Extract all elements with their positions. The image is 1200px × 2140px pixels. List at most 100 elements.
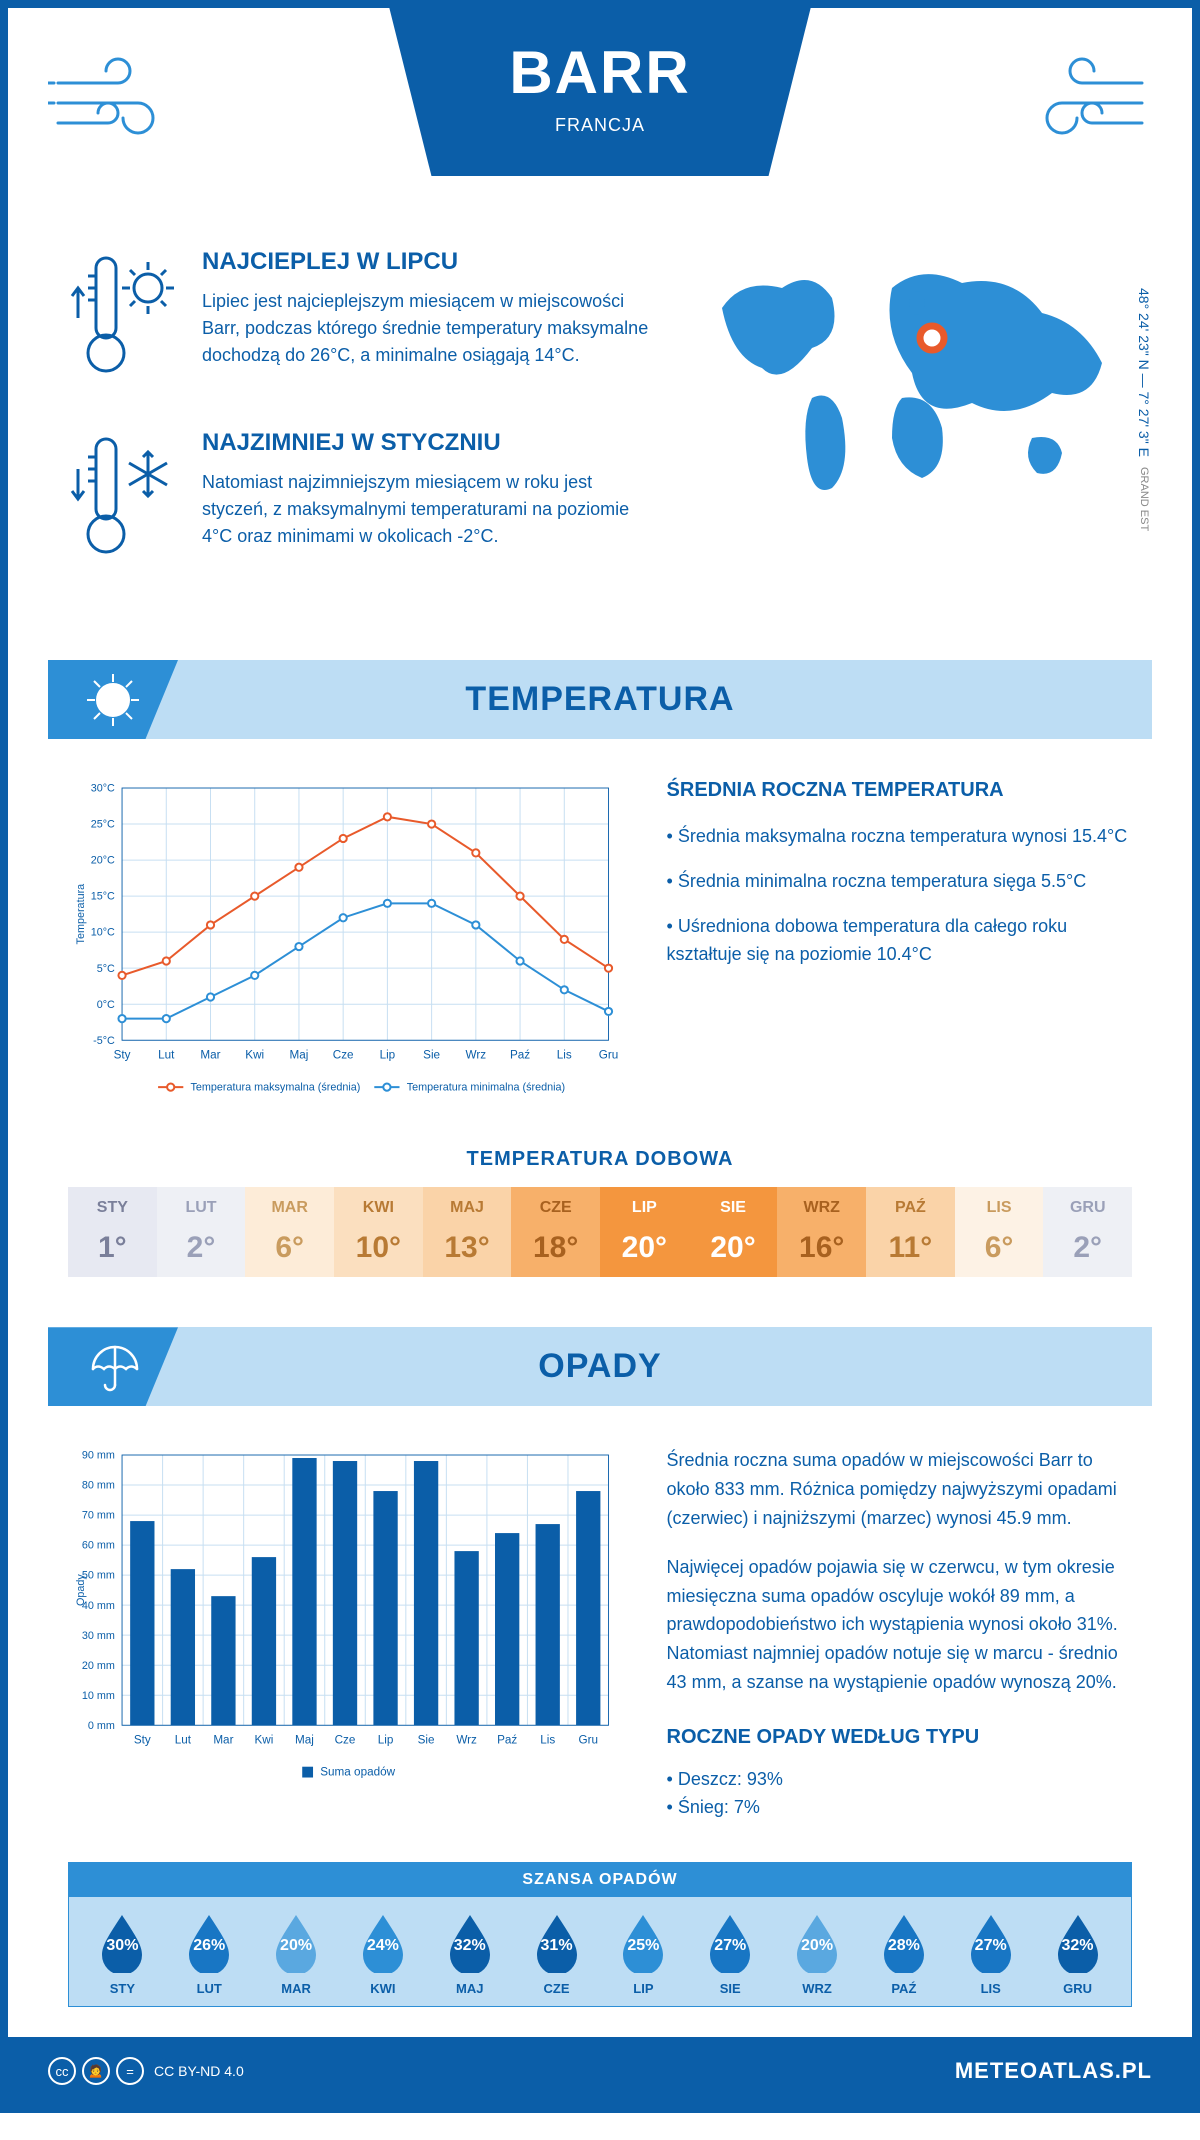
header-banner: BARR FRANCJA — [389, 8, 810, 176]
daily-temp-cell: STY1° — [68, 1187, 157, 1277]
daily-temp-cell: PAŹ 11° — [866, 1187, 955, 1277]
chance-cell: 31% CZE — [513, 1913, 600, 1996]
svg-text:Mar: Mar — [200, 1048, 220, 1061]
page: BARR FRANCJA — [0, 0, 1200, 2113]
temp-value: 2° — [157, 1231, 246, 1265]
drop-icon: 27% — [705, 1913, 755, 1973]
precipitation-heading: OPADY — [48, 1347, 1152, 1386]
header: BARR FRANCJA — [8, 8, 1192, 208]
month-label: PAŹ — [866, 1199, 955, 1217]
drop-icon: 27% — [966, 1913, 1016, 1973]
svg-text:5°C: 5°C — [97, 963, 115, 975]
opady-type-title: ROCZNE OPADY WEDŁUG TYPU — [667, 1721, 1132, 1753]
svg-text:Gru: Gru — [578, 1734, 598, 1747]
svg-text:Suma opadów: Suma opadów — [320, 1766, 395, 1779]
svg-text:Wrz: Wrz — [456, 1734, 477, 1747]
temperature-stats: ŚREDNIA ROCZNA TEMPERATURA • Średnia mak… — [667, 779, 1132, 1108]
month-label: SIE — [689, 1199, 778, 1217]
svg-text:Paź: Paź — [497, 1734, 517, 1747]
drop-icon: 30% — [97, 1913, 147, 1973]
opady-p1: Średnia roczna suma opadów w miejscowośc… — [667, 1446, 1132, 1532]
drop-icon: 31% — [532, 1913, 582, 1973]
month-label: WRZ — [777, 1199, 866, 1217]
chance-cell: 27% SIE — [687, 1913, 774, 1996]
svg-text:Maj: Maj — [290, 1048, 309, 1061]
coords-value: 48° 24' 23" N — 7° 27' 3" E — [1136, 288, 1152, 457]
month-label: GRU — [1043, 1199, 1132, 1217]
coldest-block: NAJZIMNIEJ W STYCZNIU Natomiast najzimni… — [68, 429, 652, 574]
coldest-title: NAJZIMNIEJ W STYCZNIU — [202, 429, 652, 457]
drop-icon: 32% — [1053, 1913, 1103, 1973]
svg-text:Lis: Lis — [540, 1734, 555, 1747]
month-label: KWI — [334, 1199, 423, 1217]
svg-text:20 mm: 20 mm — [82, 1660, 115, 1672]
chance-cell: 20% MAR — [253, 1913, 340, 1996]
temp-stat-item: • Średnia minimalna roczna temperatura s… — [667, 867, 1132, 896]
daily-temp-cell: MAR6° — [245, 1187, 334, 1277]
svg-text:Gru: Gru — [599, 1048, 619, 1061]
svg-text:30 mm: 30 mm — [82, 1630, 115, 1642]
svg-text:0 mm: 0 mm — [88, 1720, 115, 1732]
month-label: MAJ — [426, 1981, 513, 1996]
chance-value: 32% — [454, 1937, 486, 1955]
svg-text:Sty: Sty — [134, 1734, 151, 1747]
thermometer-cold-icon — [68, 429, 178, 574]
wind-icon-left — [48, 48, 188, 148]
drop-icon: 28% — [879, 1913, 929, 1973]
svg-text:Sie: Sie — [418, 1734, 435, 1747]
month-label: LUT — [157, 1199, 246, 1217]
warmest-title: NAJCIEPLEJ W LIPCU — [202, 248, 652, 276]
precipitation-bar-chart: 0 mm10 mm20 mm30 mm40 mm50 mm60 mm70 mm8… — [68, 1446, 627, 1822]
region-label: GRAND EST — [1138, 467, 1150, 531]
month-label: SIE — [687, 1981, 774, 1996]
license-text: CC BY-ND 4.0 — [154, 2063, 244, 2079]
sun-icon — [48, 660, 178, 739]
city-title: BARR — [509, 38, 690, 107]
thermometer-hot-icon — [68, 248, 178, 393]
temp-value: 20° — [600, 1231, 689, 1265]
site-name: METEOATLAS.PL — [955, 2058, 1152, 2084]
svg-text:Maj: Maj — [295, 1734, 314, 1747]
daily-temp-cell: LIS6° — [955, 1187, 1044, 1277]
drop-icon: 25% — [618, 1913, 668, 1973]
umbrella-icon — [48, 1327, 178, 1406]
month-label: MAJ — [423, 1199, 512, 1217]
svg-text:Mar: Mar — [213, 1734, 233, 1747]
chance-value: 24% — [367, 1937, 399, 1955]
month-label: LIP — [600, 1199, 689, 1217]
daily-temp-cell: KWI10° — [334, 1187, 423, 1277]
chance-cell: 20% WRZ — [774, 1913, 861, 1996]
svg-text:25°C: 25°C — [91, 819, 115, 831]
temperature-line-chart: -5°C0°C5°C10°C15°C20°C25°C30°CStyLutMarK… — [68, 779, 627, 1108]
intro-section: NAJCIEPLEJ W LIPCU Lipiec jest najcieple… — [8, 208, 1192, 630]
svg-text:Cze: Cze — [333, 1048, 354, 1061]
daily-temp-cell: LUT 2° — [157, 1187, 246, 1277]
month-label: LUT — [166, 1981, 253, 1996]
month-label: CZE — [513, 1981, 600, 1996]
chance-value: 31% — [541, 1937, 573, 1955]
nd-icon: = — [116, 2057, 144, 2085]
svg-text:Temperatura maksymalna (średni: Temperatura maksymalna (średnia) — [191, 1082, 361, 1094]
svg-text:Opady: Opady — [75, 1574, 87, 1606]
month-label: PAŹ — [860, 1981, 947, 1996]
daily-temp-cell: WRZ 16° — [777, 1187, 866, 1277]
daily-temp-title: TEMPERATURA DOBOWA — [68, 1148, 1132, 1171]
temperature-section-head: TEMPERATURA — [48, 660, 1152, 739]
chance-cell: 25% LIP — [600, 1913, 687, 1996]
warmest-text: Lipiec jest najcieplejszym miesiącem w m… — [202, 288, 652, 369]
precipitation-content: 0 mm10 mm20 mm30 mm40 mm50 mm60 mm70 mm8… — [8, 1406, 1192, 1842]
svg-text:Kwi: Kwi — [245, 1048, 264, 1061]
month-label: STY — [79, 1981, 166, 1996]
daily-temp-cell: GRU2° — [1043, 1187, 1132, 1277]
svg-text:0°C: 0°C — [97, 999, 115, 1011]
temp-value: 16° — [777, 1231, 866, 1265]
cc-icon: cc — [48, 2057, 76, 2085]
svg-text:Wrz: Wrz — [466, 1048, 487, 1061]
chance-cell: 30% STY — [79, 1913, 166, 1996]
month-label: MAR — [253, 1981, 340, 1996]
intro-text: NAJCIEPLEJ W LIPCU Lipiec jest najcieple… — [68, 248, 652, 610]
svg-text:-5°C: -5°C — [93, 1035, 115, 1047]
license-block: cc 🙍 = CC BY-ND 4.0 — [48, 2057, 244, 2085]
month-label: CZE — [511, 1199, 600, 1217]
temp-value: 11° — [866, 1231, 955, 1265]
